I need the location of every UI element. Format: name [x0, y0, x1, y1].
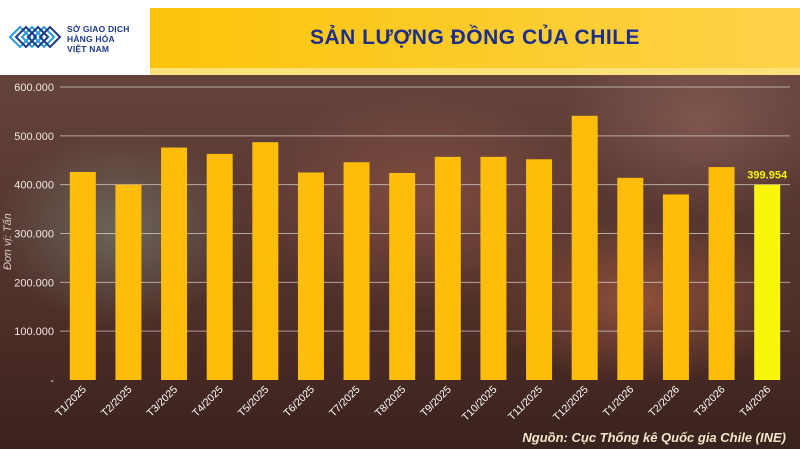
x-tick-label: T3/2025	[144, 384, 180, 420]
bar	[662, 194, 689, 380]
x-tick-label: T8/2025	[373, 384, 409, 420]
bar	[754, 184, 781, 380]
logo: SỞ GIAO DỊCH HÀNG HÓA VIỆT NAM	[0, 0, 150, 75]
title-band	[150, 8, 800, 75]
x-tick-label: T4/2025	[190, 384, 226, 420]
bar	[526, 159, 553, 380]
x-tick-label: T10/2025	[460, 384, 500, 424]
x-tick-label: T2/2025	[99, 384, 135, 420]
y-tick-label: 400.000	[14, 180, 54, 192]
bar-chart: 600.000 500.000 400.000 300.000 200.000 100.0…	[14, 82, 790, 424]
logo-line-2: HÀNG HÓA	[67, 34, 115, 44]
x-tick-label: T12/2025	[551, 384, 591, 424]
y-tick-label: 200.000	[14, 277, 54, 289]
x-tick-label: T1/2025	[53, 384, 89, 420]
x-tick-label: T11/2025	[506, 384, 545, 423]
y-tick-label: 500.000	[14, 131, 54, 143]
bar	[389, 172, 416, 380]
logo-text: SỞ GIAO DỊCH HÀNG HÓA VIỆT NAM	[67, 24, 130, 54]
x-tick-label: T5/2025	[236, 384, 272, 420]
bar	[708, 167, 735, 380]
logo-line-1: SỞ GIAO DỊCH	[67, 24, 130, 34]
bar	[571, 115, 598, 380]
y-tick-label: 600.000	[14, 82, 54, 94]
y-tick-label: -	[50, 375, 54, 387]
bar	[69, 171, 96, 380]
bar	[206, 153, 233, 380]
x-tick-label: T1/2026	[601, 384, 637, 420]
x-tick-label: T2/2026	[646, 384, 682, 420]
x-tick-label: T4/2026	[738, 384, 774, 420]
vnx-logo-icon	[8, 25, 62, 49]
x-tick-label: T9/2025	[418, 384, 454, 420]
y-tick-label: 100.000	[14, 326, 54, 338]
bar	[617, 177, 644, 380]
source-note: Nguồn: Cục Thống kê Quốc gia Chile (INE)	[522, 430, 786, 445]
bar	[252, 142, 279, 380]
logo-line-3: VIỆT NAM	[67, 44, 110, 54]
bar	[297, 172, 324, 380]
bar	[343, 162, 370, 380]
chart-title: SẢN LƯỢNG ĐỒNG CỦA CHILE	[309, 26, 641, 49]
bar	[115, 184, 142, 380]
x-tick-label: T3/2026	[692, 384, 728, 420]
bar	[480, 156, 507, 380]
y-axis-label: Đơn vị: Tấn	[2, 213, 14, 270]
header: SỞ GIAO DỊCH HÀNG HÓA VIỆT NAM SẢN LƯỢNG…	[0, 0, 800, 75]
x-tick-label: T7/2025	[327, 384, 363, 420]
bar	[161, 147, 188, 380]
data-label: 399.954	[747, 170, 788, 182]
bar	[434, 156, 461, 380]
x-tick-label: T6/2025	[281, 384, 317, 420]
y-tick-label: 300.000	[14, 229, 54, 241]
